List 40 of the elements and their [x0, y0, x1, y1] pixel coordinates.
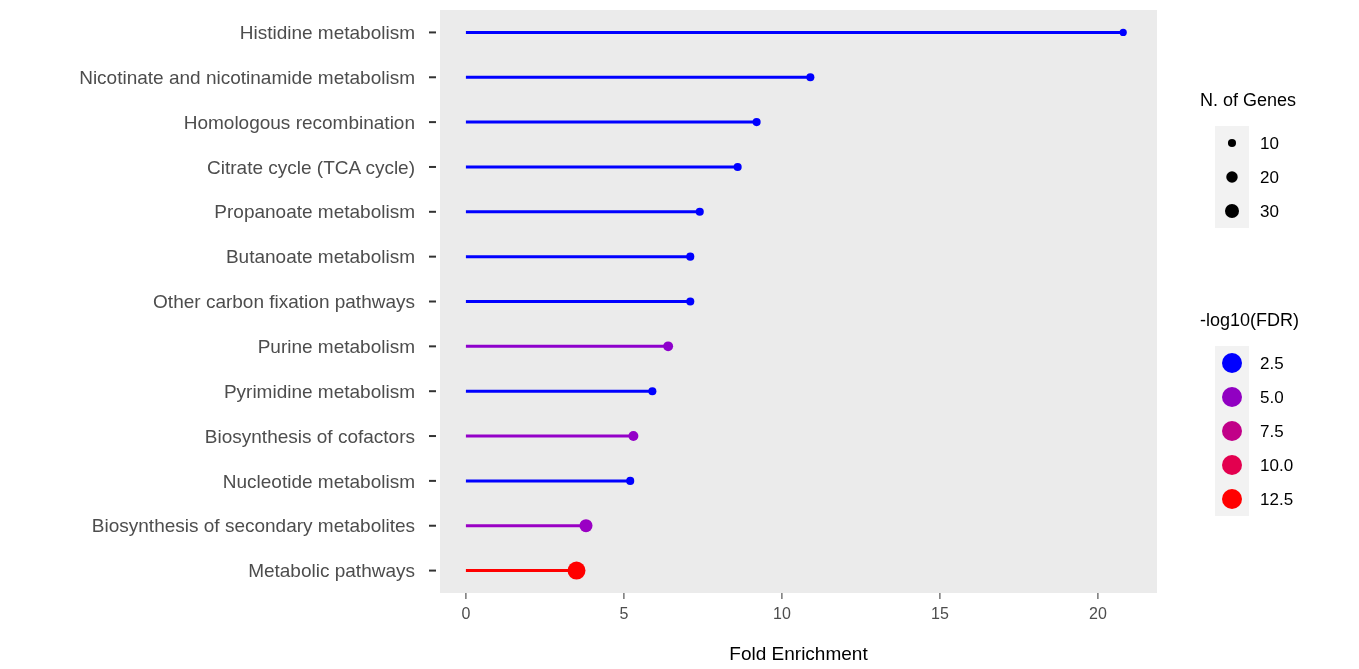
x-tick-label: 0 [461, 605, 471, 622]
color-bar-label: 7.5 [1260, 421, 1284, 441]
point [648, 387, 657, 396]
legend-label: 20 [1260, 167, 1279, 187]
point [752, 118, 761, 127]
y-tick-label: Histidine metabolism [239, 22, 415, 44]
y-tick-label: Pyrimidine metabolism [223, 380, 415, 402]
point [1119, 28, 1127, 37]
color-bar-label: 5.0 [1260, 387, 1284, 407]
y-tick-label: Propanoate metabolism [214, 201, 415, 223]
x-tick-label: 20 [1089, 605, 1107, 622]
y-tick-label: Purine metabolism [257, 336, 415, 357]
y-tick-label: Biosynthesis of secondary metabolites [91, 515, 415, 537]
point [806, 73, 815, 82]
point [686, 297, 695, 306]
y-tick-label: Nicotinate and nicotinamide metabolism [79, 66, 415, 88]
legend-label: 30 [1260, 201, 1279, 221]
x-tick-label: 15 [931, 605, 949, 622]
y-tick-label: Other carbon fixation pathways [153, 291, 415, 313]
color-bar-label: 2.5 [1260, 353, 1284, 373]
color-bar-label: 10.0 [1260, 455, 1294, 475]
color-bar-label: 12.5 [1260, 489, 1294, 509]
x-tick-label: 10 [773, 605, 791, 622]
legend-label: 10 [1260, 133, 1279, 153]
legend-title: N. of Genes [1200, 90, 1297, 110]
point [663, 341, 674, 352]
point [733, 162, 742, 172]
y-tick-label: Biosynthesis of cofactors [204, 425, 415, 447]
y-tick-label: Nucleotide metabolism [222, 470, 415, 492]
y-tick-label: Metabolic pathways [248, 560, 415, 582]
point [695, 207, 704, 216]
x-tick-label: 5 [619, 605, 629, 622]
x-axis-title: Fold Enrichment [729, 643, 869, 664]
color-bar-title: -log10(FDR) [1200, 310, 1300, 330]
y-tick-label: Butanoate metabolism [225, 246, 415, 268]
point [686, 252, 695, 261]
point [626, 476, 635, 485]
point [628, 431, 639, 441]
y-tick-label: Citrate cycle (TCA cycle) [207, 156, 415, 178]
y-tick-label: Homologous recombination [183, 111, 415, 133]
